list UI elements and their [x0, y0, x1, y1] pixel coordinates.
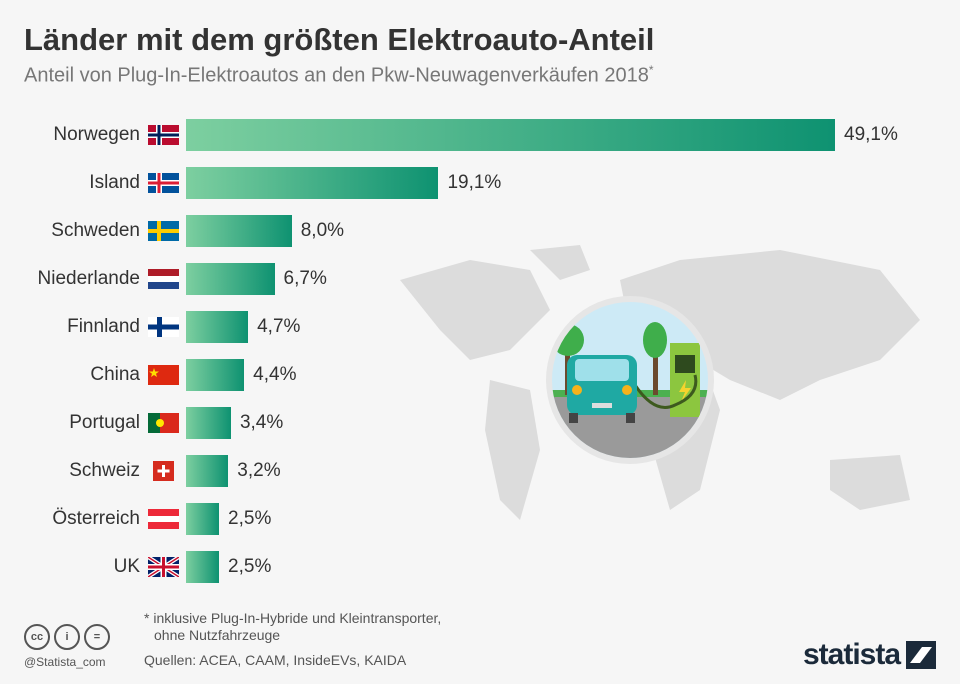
value-label: 4,4% — [253, 364, 297, 385]
statista-handle[interactable]: @Statista_com — [24, 655, 106, 669]
statista-logo[interactable]: statista — [803, 638, 937, 672]
bar — [186, 503, 220, 535]
category-label: China — [90, 364, 140, 385]
china-flag-icon — [148, 365, 179, 385]
bar — [186, 551, 220, 583]
finland-flag-icon — [148, 317, 179, 337]
portugal-flag-icon — [148, 413, 179, 433]
value-label: 6,7% — [283, 268, 327, 289]
value-label: 49,1% — [844, 124, 898, 145]
chart-title: Länder mit dem größten Elektroauto-Antei… — [24, 22, 655, 57]
footnote-line-1: * inklusive Plug-In-Hybride und Kleintra… — [144, 610, 442, 626]
norway-flag-icon — [148, 125, 179, 145]
brand-name: statista — [803, 638, 901, 671]
category-label: Schweiz — [69, 460, 140, 481]
bar — [186, 119, 835, 151]
category-label: UK — [113, 556, 140, 577]
bar — [186, 167, 439, 199]
cc-icon: cc — [24, 624, 50, 650]
value-label: 2,5% — [228, 556, 272, 577]
sources: Quellen: ACEA, CAAM, InsideEVs, KAIDA — [144, 652, 407, 668]
bar — [186, 359, 245, 391]
category-label: Österreich — [52, 508, 140, 529]
category-label: Norwegen — [53, 124, 140, 145]
category-label: Island — [89, 172, 140, 193]
switzerland-flag-icon — [153, 461, 174, 481]
subtitle-asterisk: * — [648, 63, 654, 77]
bar — [186, 407, 231, 439]
iceland-flag-icon — [148, 173, 179, 193]
austria-flag-icon — [148, 509, 179, 529]
bar — [186, 263, 275, 295]
value-label: 19,1% — [447, 172, 502, 193]
ev-charging-illustration — [546, 296, 714, 464]
value-label: 2,5% — [228, 508, 272, 529]
bar — [186, 215, 292, 247]
value-label: 3,2% — [237, 460, 281, 481]
footnote-line-2: ohne Nutzfahrzeuge — [154, 627, 281, 643]
category-label: Niederlande — [37, 268, 140, 289]
license-icons: cc i = — [24, 624, 110, 650]
bar — [186, 455, 229, 487]
statista-logo-icon — [906, 641, 937, 669]
value-label: 4,7% — [257, 316, 301, 337]
category-label: Finnland — [67, 316, 140, 337]
subtitle-text: Anteil von Plug-In-Elektroautos an den P… — [24, 64, 649, 87]
bar — [186, 311, 249, 343]
chart-subtitle: Anteil von Plug-In-Elektroautos an den P… — [24, 63, 654, 88]
category-label: Schweden — [51, 220, 140, 241]
category-label: Portugal — [69, 412, 140, 433]
no-derivatives-icon: = — [84, 624, 110, 650]
sweden-flag-icon — [148, 221, 179, 241]
attribution-icon: i — [54, 624, 80, 650]
value-label: 8,0% — [300, 220, 345, 241]
value-label: 3,4% — [239, 412, 284, 433]
uk-flag-icon — [148, 557, 179, 577]
netherlands-flag-icon — [148, 269, 179, 289]
